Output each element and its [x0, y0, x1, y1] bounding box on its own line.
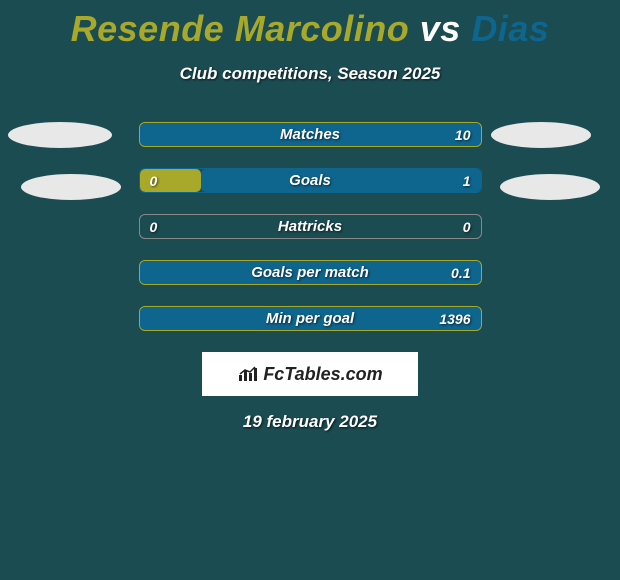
date-stamp: 19 february 2025 [0, 412, 620, 432]
player2-club-placeholder [500, 174, 600, 200]
stat-label: Matches [140, 123, 481, 146]
stat-label: Hattricks [140, 215, 481, 238]
stat-value-player2: 10 [455, 123, 471, 146]
stat-value-player2: 1 [463, 169, 471, 192]
stat-label: Goals per match [140, 261, 481, 284]
stat-row: Hattricks0 0 [139, 214, 482, 239]
player1-club-placeholder [21, 174, 121, 200]
stat-row: Goals per match0.1 [139, 260, 482, 285]
chart-icon [237, 365, 259, 383]
stat-label: Goals [140, 169, 481, 192]
comparison-content: Matches10Goals01Hattricks00Goals per mat… [0, 122, 620, 432]
stat-value-player2: 0.1 [451, 261, 470, 284]
stat-row: Matches10 [139, 122, 482, 147]
stats-list: Matches10Goals01Hattricks00Goals per mat… [139, 122, 482, 331]
stat-value-player2: 0 [463, 215, 471, 238]
stat-value-player1: 0 [150, 215, 158, 238]
stat-value-player1: 0 [150, 169, 158, 192]
stat-row: Min per goal1396 [139, 306, 482, 331]
watermark-text: FcTables.com [263, 364, 382, 385]
player2-name: Dias [471, 8, 549, 49]
player1-portrait-placeholder [8, 122, 112, 148]
stat-label: Min per goal [140, 307, 481, 330]
stat-value-player2: 1396 [439, 307, 470, 330]
player2-portrait-placeholder [491, 122, 591, 148]
watermark: FcTables.com [202, 352, 418, 396]
page-title: Resende Marcolino vs Dias [0, 0, 620, 50]
stat-row: Goals0 1 [139, 168, 482, 193]
subtitle: Club competitions, Season 2025 [0, 64, 620, 84]
vs-text: vs [420, 8, 461, 49]
player1-name: Resende Marcolino [71, 8, 410, 49]
